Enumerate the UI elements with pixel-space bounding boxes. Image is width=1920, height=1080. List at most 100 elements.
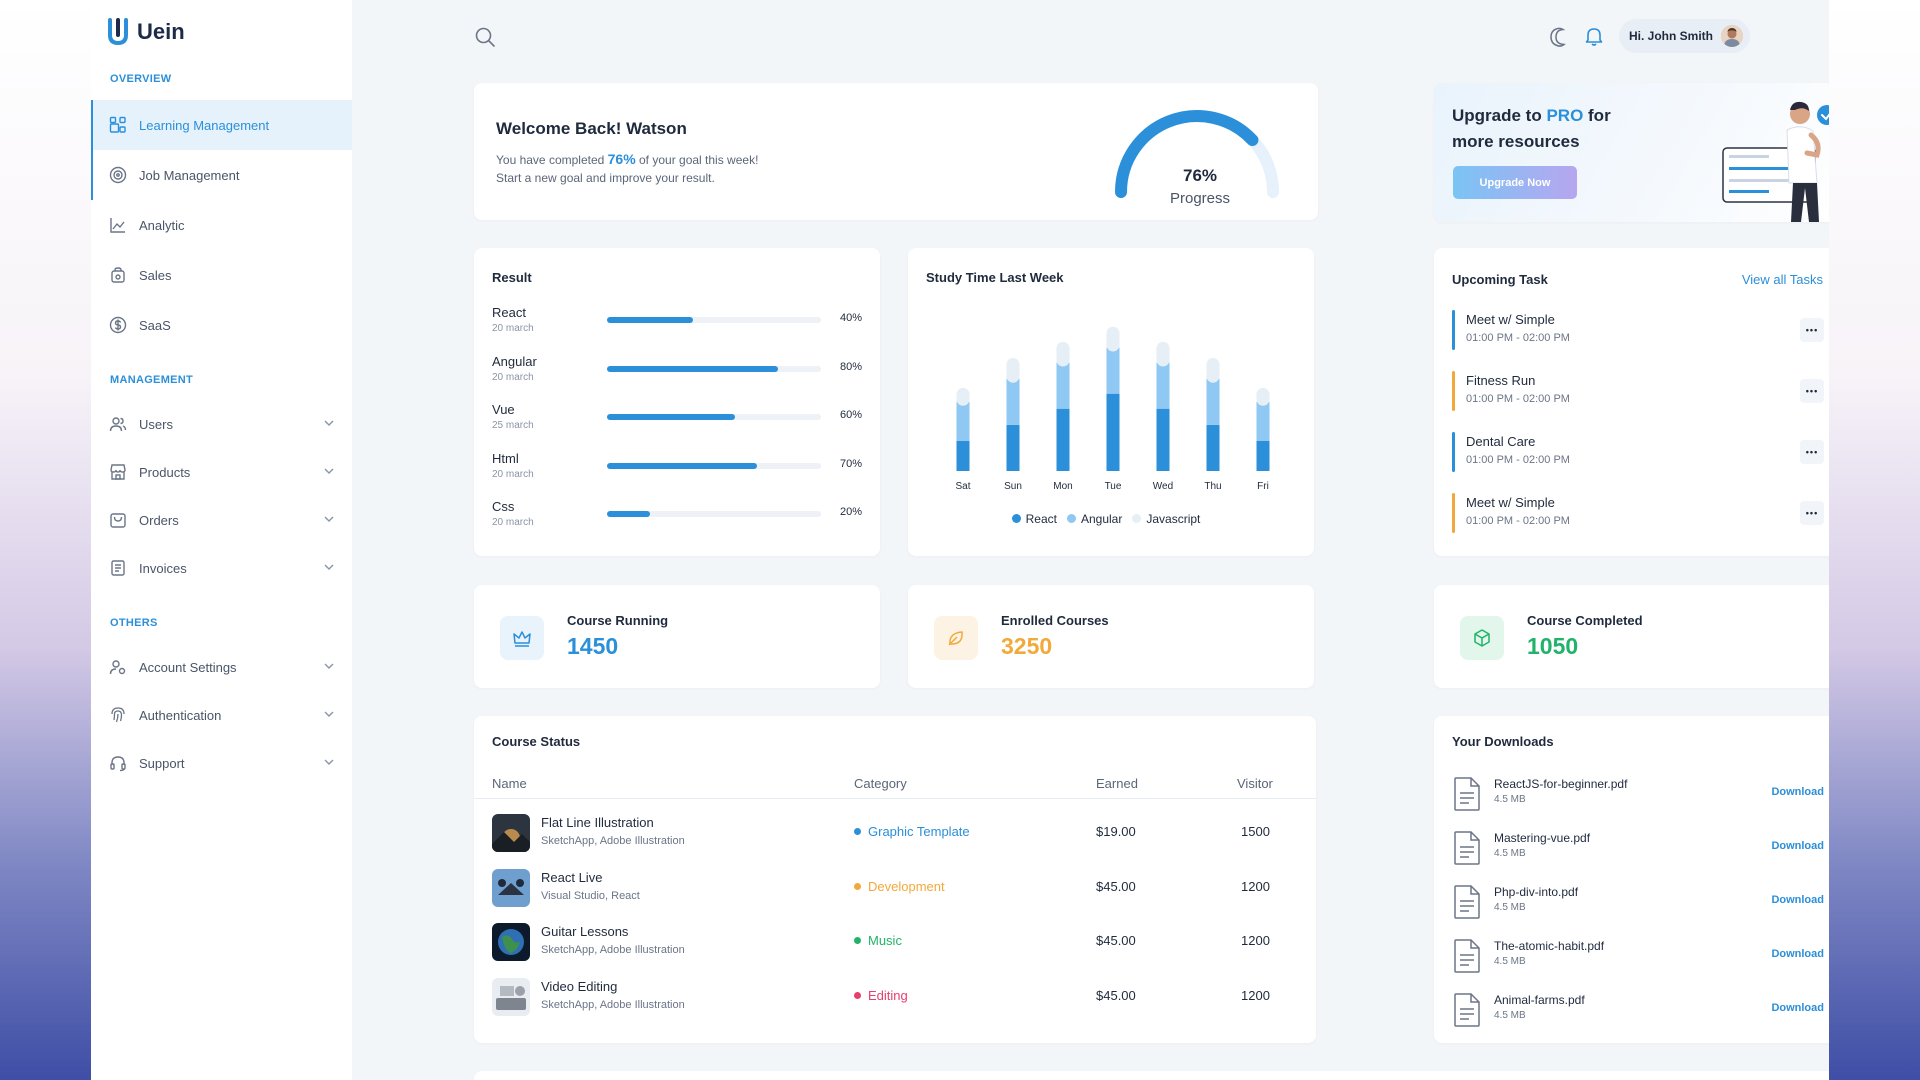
result-row: Html 20 march 70%: [492, 451, 862, 491]
chevron-down-icon: [324, 564, 334, 570]
task-item[interactable]: Meet w/ Simple 01:00 PM - 02:00 PM •••: [1452, 308, 1824, 352]
progress-gauge: 76% Progress: [1115, 110, 1279, 207]
course-visitor: 1500: [1241, 824, 1270, 839]
course-thumbnail: [492, 977, 530, 1016]
task-time: 01:00 PM - 02:00 PM: [1466, 393, 1570, 405]
file-icon: [1452, 830, 1482, 866]
download-link[interactable]: Download: [1771, 786, 1824, 798]
bar-segment-react: [1006, 424, 1020, 471]
task-name: Meet w/ Simple: [1466, 312, 1555, 327]
sidebar-item-analytic[interactable]: Analytic: [91, 200, 352, 250]
sidebar-item-label: Job Management: [139, 167, 240, 183]
course-visitor: 1200: [1241, 933, 1270, 948]
category-label: Editing: [868, 987, 908, 1003]
chevron-down-icon: [324, 516, 334, 522]
table-row[interactable]: React Live Visual Studio, React Developmen…: [474, 859, 1314, 913]
legend-swatch: [1132, 514, 1142, 523]
bell-icon[interactable]: [1583, 25, 1605, 47]
user-menu[interactable]: Hi. John Smith: [1619, 19, 1750, 53]
more-options-button[interactable]: •••: [1800, 501, 1824, 525]
task-item[interactable]: Fitness Run 01:00 PM - 02:00 PM •••: [1452, 369, 1824, 413]
file-size: 4.5 MB: [1494, 1010, 1526, 1021]
result-percent: 80%: [839, 360, 862, 373]
course-earned: $19.00: [1096, 824, 1136, 839]
sidebar-item-label: Authentication: [139, 707, 222, 723]
x-tick-label: Mon: [1053, 481, 1072, 492]
bar-segment-angular: [956, 401, 970, 441]
file-size: 4.5 MB: [1494, 902, 1526, 913]
sidebar-item-orders[interactable]: Orders: [91, 495, 352, 545]
course-visitor: 1200: [1241, 878, 1270, 894]
download-link[interactable]: Download: [1771, 840, 1824, 852]
download-link[interactable]: Download: [1771, 894, 1824, 906]
task-time: 01:00 PM - 02:00 PM: [1466, 515, 1570, 527]
category-dot: [854, 991, 861, 999]
bar-segment-javascript: [1256, 387, 1270, 406]
bar-segment-react: [1156, 408, 1170, 471]
moon-icon[interactable]: [1548, 26, 1570, 48]
view-all-tasks-link[interactable]: View all Tasks: [1741, 272, 1823, 287]
more-options-button[interactable]: •••: [1800, 379, 1824, 403]
bar-segment-angular: [1156, 362, 1170, 409]
logo[interactable]: Uein: [107, 18, 185, 46]
file-size: 4.5 MB: [1494, 848, 1526, 859]
column-header-visitor: Visitor: [1237, 776, 1273, 791]
download-item: Php-div-into.pdf 4.5 MB Download: [1452, 880, 1824, 934]
study-time-title: Study Time Last Week: [926, 270, 1064, 285]
bar-segment-angular: [1056, 362, 1070, 409]
category-dot: [854, 882, 861, 890]
chart-legend: React Angular Javascript: [908, 510, 1314, 528]
download-link[interactable]: Download: [1771, 948, 1824, 960]
sidebar-item-learning-management[interactable]: Learning Management: [91, 100, 352, 150]
sidebar-item-saas[interactable]: SaaS: [91, 300, 352, 350]
stat-label: Course Completed: [1527, 613, 1643, 628]
downloads-title: Your Downloads: [1452, 734, 1554, 749]
file-name: Animal-farms.pdf: [1494, 993, 1585, 1007]
sidebar-item-label: Support: [139, 755, 185, 771]
result-percent: 20%: [839, 506, 862, 518]
chart-icon: [109, 216, 127, 234]
sidebar-item-label: SaaS: [139, 317, 171, 333]
sidebar-item-account-settings[interactable]: Account Settings: [91, 642, 352, 692]
next-card-peek: [474, 1071, 1829, 1080]
file-name: ReactJS-for-beginner.pdf: [1494, 777, 1628, 791]
task-time: 01:00 PM - 02:00 PM: [1466, 332, 1570, 344]
course-category: Development: [854, 879, 945, 894]
sidebar-item-label: Sales: [139, 267, 172, 283]
progress-fill: [607, 414, 736, 420]
table-row[interactable]: Flat Line Illustration SketchApp, Adobe I…: [474, 804, 1314, 858]
sidebar-item-authentication[interactable]: Authentication: [91, 690, 352, 740]
sidebar-item-support[interactable]: Support: [91, 738, 352, 788]
bar-segment-react: [1056, 408, 1070, 471]
sidebar-item-sales[interactable]: Sales: [91, 250, 352, 300]
chevron-down-icon: [324, 711, 334, 717]
search-icon[interactable]: [474, 26, 496, 48]
more-options-button[interactable]: •••: [1800, 318, 1824, 342]
table-row[interactable]: Video Editing SketchApp, Adobe Illustrati…: [474, 968, 1314, 1022]
progress-track: [607, 462, 821, 469]
category-dot: [854, 937, 861, 944]
stat-value: 3250: [1001, 633, 1053, 659]
download-link[interactable]: Download: [1771, 1002, 1824, 1014]
sidebar-item-job-management[interactable]: Job Management: [91, 150, 352, 200]
more-options-button[interactable]: •••: [1800, 440, 1824, 464]
upgrade-now-button[interactable]: Upgrade Now: [1453, 166, 1577, 199]
sidebar-item-label: Products: [139, 464, 191, 480]
progress-fill: [607, 511, 650, 517]
legend-item: Javascript: [1132, 512, 1200, 526]
sidebar-item-products[interactable]: Products: [91, 447, 352, 497]
table-row[interactable]: Guitar Lessons SketchApp, Adobe Illustrat…: [474, 913, 1314, 967]
file-name: Mastering-vue.pdf: [1494, 831, 1591, 845]
sidebar-item-users[interactable]: Users: [91, 399, 352, 449]
user-settings-icon: [109, 658, 127, 676]
task-item[interactable]: Dental Care 01:00 PM - 02:00 PM •••: [1452, 430, 1824, 474]
result-row: Css 20 march 20%: [492, 499, 862, 539]
course-tools: SketchApp, Adobe Illustration: [541, 998, 685, 1011]
welcome-pct: 76%: [607, 151, 636, 167]
bar-segment-angular: [1206, 378, 1220, 425]
course-earned: $45.00: [1096, 987, 1136, 1003]
course-tools: Visual Studio, React: [541, 889, 640, 902]
sidebar-item-invoices[interactable]: Invoices: [91, 543, 352, 593]
task-item[interactable]: Meet w/ Simple 01:00 PM - 02:00 PM •••: [1452, 491, 1824, 535]
x-tick-label: Fri: [1257, 481, 1269, 492]
